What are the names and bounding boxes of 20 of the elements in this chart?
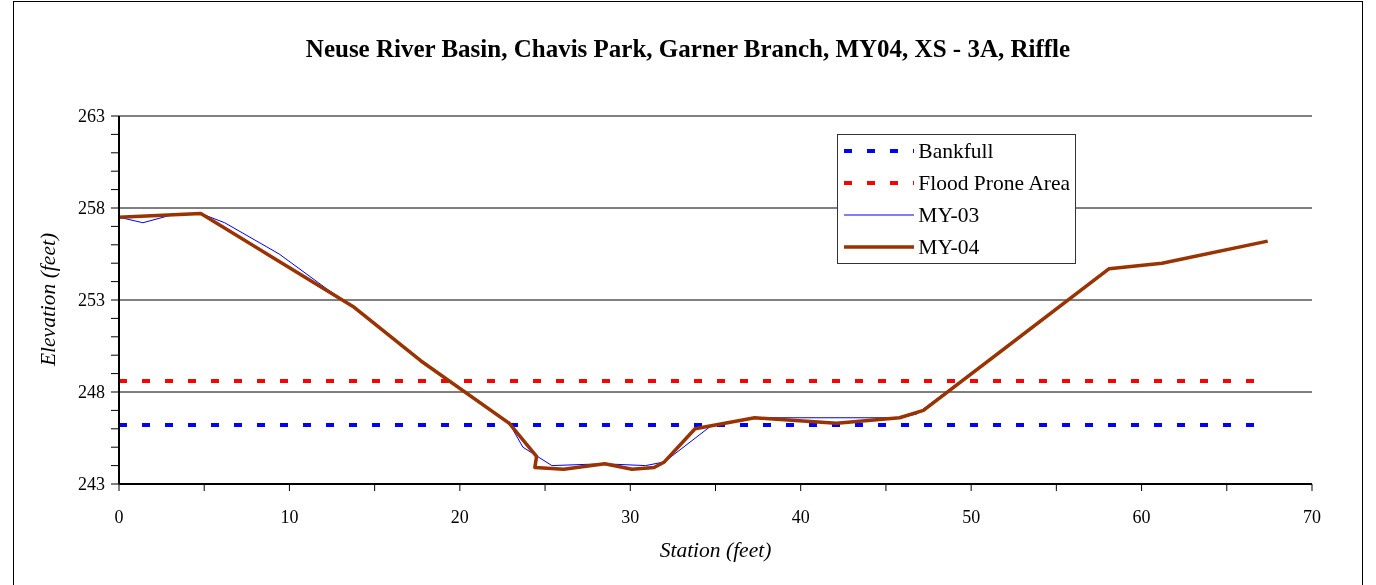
x-tick-label: 30: [621, 506, 640, 527]
legend-label: MY-03: [918, 202, 980, 228]
x-tick-label: 50: [962, 506, 981, 527]
x-tick-label: 10: [280, 506, 299, 527]
x-tick-label: 60: [1132, 506, 1151, 527]
y-tick-label: 253: [78, 290, 105, 311]
x-axis-title: Station (feet): [658, 538, 773, 563]
chart-title: Neuse River Basin, Chavis Park, Garner Branch, MY04, XS - 3A, Riffle: [304, 35, 1072, 63]
y-axis-title: Elevation (feet): [35, 231, 61, 369]
legend-label: Bankfull: [918, 138, 994, 164]
legend-label: Flood Prone Area: [918, 170, 1070, 196]
x-tick-label: 70: [1303, 506, 1321, 527]
x-tick-label: 0: [114, 506, 124, 527]
y-tick-label: 263: [78, 106, 105, 127]
y-tick-label: 248: [78, 382, 105, 403]
y-tick-label: 243: [78, 474, 105, 495]
legend-label: MY-04: [918, 234, 980, 260]
x-tick-label: 20: [450, 506, 469, 527]
y-tick-label: 258: [78, 198, 105, 219]
x-tick-label: 40: [791, 506, 810, 527]
